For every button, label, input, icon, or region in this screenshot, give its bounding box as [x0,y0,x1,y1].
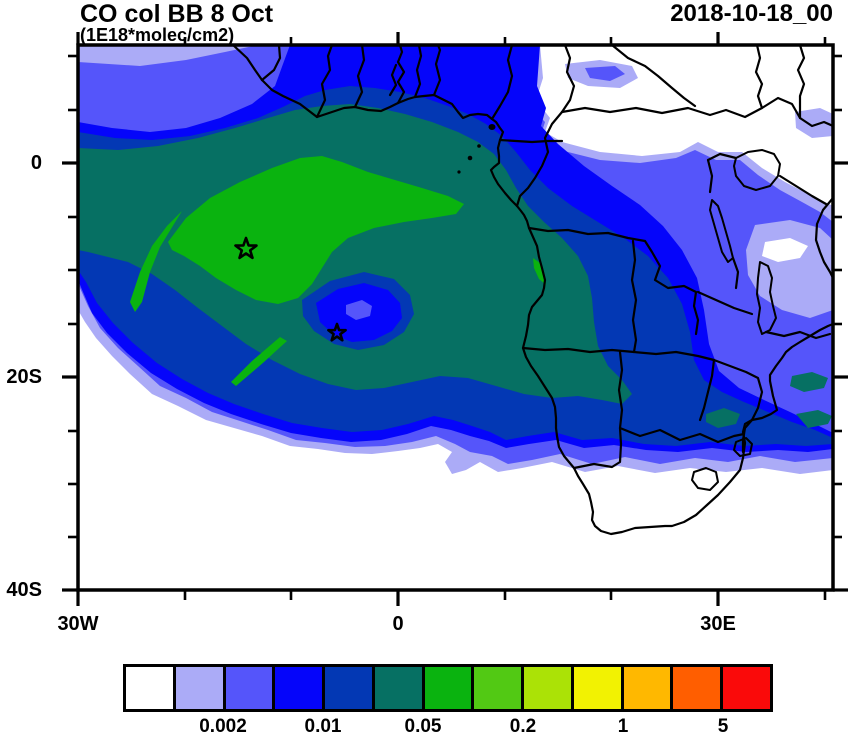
border-tanzania-mozambique [764,330,832,340]
border-zimbabwe [712,358,764,454]
border-liberia [315,45,334,119]
colorbar-box [723,667,770,709]
x-axis-tick-label: 30W [57,613,99,635]
border-togo-benin [413,45,423,99]
colorbar-box [524,667,574,709]
border-cameroon-gabon [498,138,564,144]
star-marker-south [327,322,347,342]
colorbar-boundary-label: 0.002 [199,716,247,737]
border-orange-river [572,426,623,470]
lake-malawi [756,261,777,335]
border-ghana-togo [396,45,406,105]
periwinkle-core-ne [585,66,625,81]
plot-title: CO col BB 8 Oct [80,0,274,28]
border-ethiopia-kenya [796,45,806,120]
fire-markers [234,236,347,342]
border-ivorycoast [353,45,366,109]
border-zimbabwe-west [698,358,716,422]
colorbar-boundary-label: 0.2 [509,716,537,737]
teal-patch-2 [790,372,828,392]
border-zambia-tanzania [696,290,754,316]
island-saotome [467,155,473,161]
border-southsudan-uganda [754,45,764,110]
colorbar-box [275,667,326,709]
colorbar-box [126,667,176,709]
border-guinea [260,45,282,82]
green-sliver-coast [533,258,546,285]
coastlines-and-borders [231,45,833,536]
border-angola-zambia [630,239,638,354]
island-annobon [457,170,461,174]
border-car-drc [560,96,833,128]
colorbar-boundary-label: 0.05 [404,716,442,737]
border-nigeria-cameroon [490,45,514,121]
island-principe [477,144,481,148]
border-benin-nigeria [432,45,442,97]
y-axis-tick-label: 20S [6,366,42,388]
teal-patch-1 [706,408,740,428]
contour-fill-layers [78,45,833,590]
border-namibia-botswana [617,350,746,444]
white-spot-east [762,238,808,262]
plot-units-label: (1E18*molec/cm2) [80,25,235,45]
colorbar-boundary-label: 5 [717,716,729,737]
border-drc-uganda [706,158,714,194]
lavender-patch-ne-right [795,108,833,138]
swirl-periwinkle-spot [346,300,372,320]
teal-patch-3 [796,410,832,428]
star-marker-north [234,236,258,260]
colorbar-boundary-label: 1 [617,716,629,737]
border-cameroon-car-congo [515,45,576,208]
islands [457,124,496,174]
y-axis-tick-label: 40S [6,579,42,601]
border-volta-squiggle [388,63,398,97]
colorbar-box [175,667,226,709]
colorbar-box [573,667,624,709]
border-angola-namibia-caprivi [521,346,716,362]
plot-frame [76,43,835,592]
border-car-southsudan [610,45,697,108]
green-sliver-southwest [231,337,287,386]
y-axis-tick-label: 0 [30,152,42,174]
lake-victoria [733,149,781,191]
x-axis-tick-label: 30E [700,613,736,635]
coastline-east-africa [814,196,833,280]
x-axis-tick-label: 0 [392,613,404,635]
border-kenya-tanzania [778,174,828,206]
lake-tanganyika [709,199,734,263]
green-sliver-west [130,211,182,312]
colorbar-box [325,667,375,709]
colorbar-labels: 0.002 0.01 0.05 0.2 1 5 [123,716,773,740]
border-drc-tanzania-south [731,256,740,290]
border-drc-angola-zambia [527,226,700,336]
border-uganda-north [706,152,738,162]
colorbar [123,664,773,712]
colorbar-box [424,667,475,709]
colorbar-box [673,667,724,709]
contour-level-5 [78,104,632,404]
border-lesotho [691,467,719,491]
colorbar-boundary-label: 0.01 [304,716,342,737]
island-bioko [488,124,496,130]
colorbar-box [474,667,525,709]
contour-level-6 [168,156,464,304]
coastline-africa [231,45,833,536]
plot-datetime: 2018-10-18_00 [670,0,833,27]
colorbar-box [623,667,674,709]
colorbar-box [374,667,425,709]
colorbar-box [225,667,276,709]
border-eswatini [733,437,753,457]
